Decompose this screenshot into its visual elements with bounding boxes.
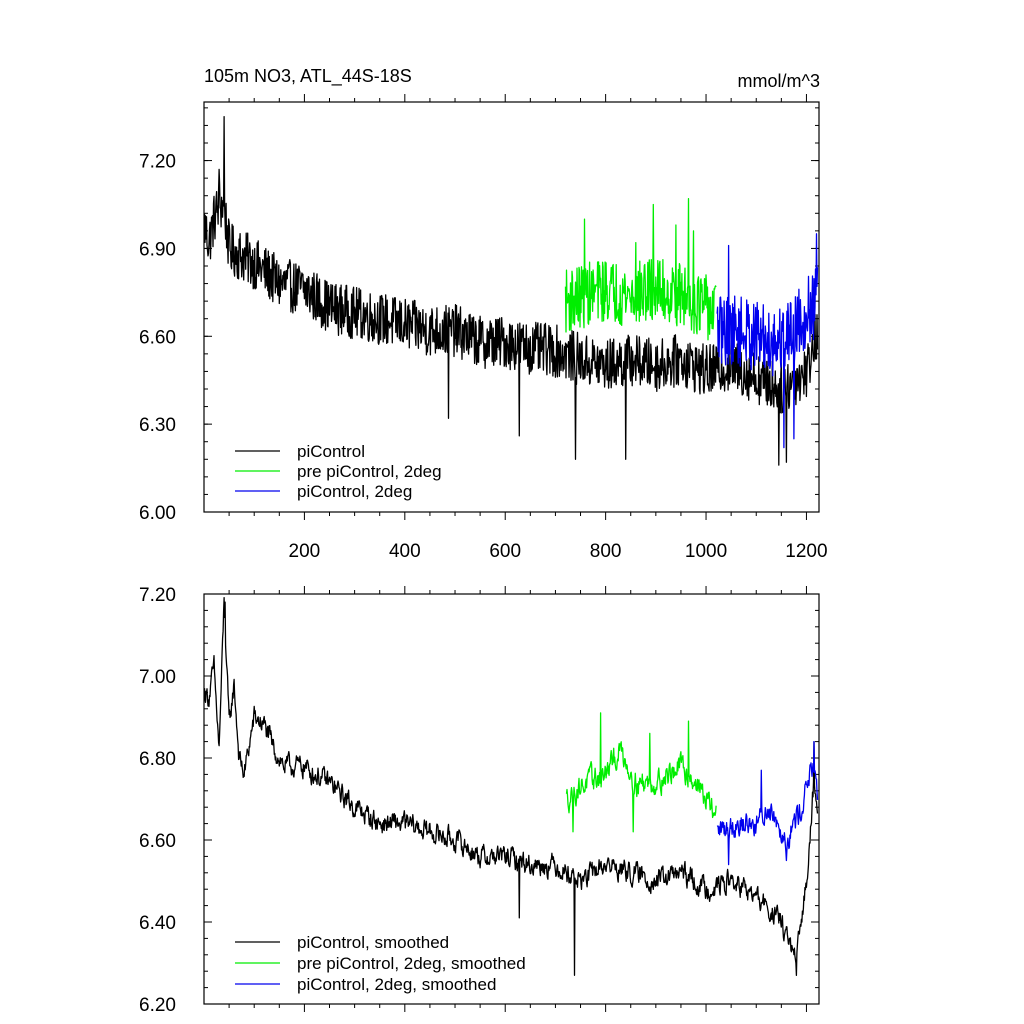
series-line-1: [203, 115, 819, 466]
top-y-tick-labels: 6.00 6.30 6.60 6.90 7.20: [139, 152, 176, 524]
bottom-y-tick-labels: 6.20 6.40 6.60 6.80 7.00 7.20: [139, 585, 176, 1016]
x-tick-label: 200: [289, 541, 321, 562]
top-series-group: [203, 115, 819, 466]
bottom-panel: 6.20 6.40 6.60 6.80 7.00 7.20 piControl, smoo…: [139, 585, 820, 1016]
legend-label: piControl, smoothed: [297, 933, 449, 952]
y-tick-label: 6.60: [139, 327, 176, 348]
x-tick-label: 1200: [785, 541, 827, 562]
top-plot-frame: [203, 101, 820, 513]
legend-label: pre piControl, 2deg, smoothed: [297, 954, 526, 973]
y-tick-label: 6.90: [139, 239, 176, 260]
y-tick-label: 7.20: [139, 152, 176, 173]
legend-label: pre piControl, 2deg: [297, 462, 442, 481]
series-line-3: [716, 740, 819, 866]
y-tick-label: 7.00: [139, 667, 176, 688]
bottom-legend: piControl, smoothed pre piControl, 2deg, …: [235, 933, 526, 994]
y-tick-label: 6.60: [139, 831, 176, 852]
legend-label: piControl: [297, 442, 365, 461]
x-tick-label: 800: [590, 541, 622, 562]
legend-label: piControl, 2deg, smoothed: [297, 975, 496, 994]
y-tick-label: 7.20: [139, 585, 176, 606]
series-line-1: [203, 597, 819, 976]
x-tick-label: 400: [389, 541, 421, 562]
series-line-2: [565, 712, 717, 833]
panel-title-left: 105m NO3, ATL_44S-18S: [204, 66, 412, 87]
y-tick-label: 6.40: [139, 913, 176, 934]
y-tick-label: 6.80: [139, 749, 176, 770]
series-line-3: [716, 233, 819, 449]
x-tick-label: 1000: [685, 541, 727, 562]
top-panel: 6.00 6.30 6.60 6.90 7.20 200 400 600 800 1000 120…: [139, 94, 828, 562]
bottom-tick-marks: [204, 586, 819, 1012]
units-label: mmol/m^3: [738, 71, 820, 91]
y-tick-label: 6.20: [139, 995, 176, 1016]
bottom-series-group: [203, 597, 819, 976]
bottom-plot-frame: [203, 593, 820, 1005]
top-x-tick-labels: 200 400 600 800 1000 1200: [289, 541, 828, 562]
series-line-2: [564, 197, 717, 341]
legend-label: piControl, 2deg: [297, 482, 412, 501]
y-tick-label: 6.00: [139, 503, 176, 524]
x-tick-label: 600: [489, 541, 521, 562]
y-tick-label: 6.30: [139, 415, 176, 436]
